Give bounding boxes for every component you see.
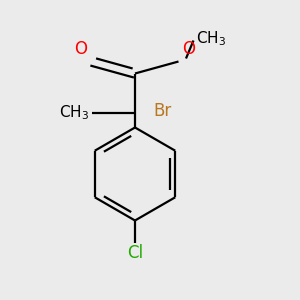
Text: O: O: [74, 40, 87, 58]
Text: O: O: [182, 40, 195, 58]
Text: Br: Br: [153, 102, 171, 120]
Text: CH$_3$: CH$_3$: [196, 30, 226, 48]
Text: Cl: Cl: [127, 244, 143, 262]
Text: CH$_3$: CH$_3$: [59, 103, 89, 122]
